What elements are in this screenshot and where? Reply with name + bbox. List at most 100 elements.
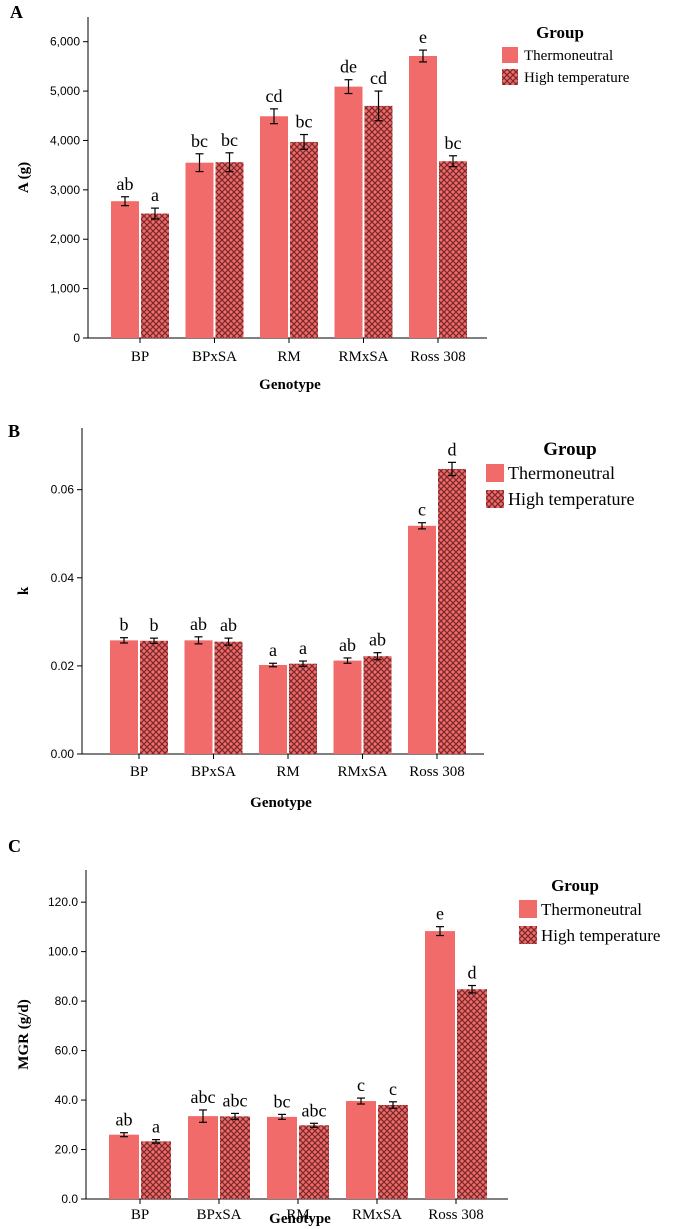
legend-swatch: [486, 490, 504, 508]
significance-label: ab: [190, 614, 207, 634]
legend-title: Group: [536, 23, 584, 42]
bar: [109, 1134, 139, 1199]
x-axis-label: Genotype: [250, 795, 312, 811]
bar: [184, 640, 213, 754]
y-tick-label: 4,000: [50, 133, 80, 147]
x-tick-label: BPxSA: [192, 349, 237, 365]
bar: [141, 213, 169, 338]
significance-label: a: [152, 1117, 160, 1137]
y-tick-label: 60.0: [55, 1044, 79, 1058]
panels: A 0 1,000 2,000 3,000 4,000 5,000 6,000 A (g) Gen…: [8, 2, 660, 1227]
x-tick-label: RMxSA: [337, 764, 387, 780]
significance-label: d: [448, 439, 457, 459]
bar: [185, 162, 214, 338]
legend-entry-label: High temperature: [508, 489, 634, 509]
legend-swatch: [519, 900, 537, 918]
significance-label: ab: [116, 1110, 133, 1130]
bar: [364, 105, 393, 339]
significance-label: b: [120, 615, 129, 635]
significance-label: c: [389, 1079, 397, 1099]
x-axis-label: Genotype: [259, 377, 321, 393]
legend-swatch: [502, 69, 518, 85]
legend-entry-label: High temperature: [524, 70, 630, 86]
chart-panel-c: C 0.0 20.0 40.0 60.0 80.0 100.0 120.0 MGR (g/d) G…: [8, 836, 660, 1227]
x-tick-label: Ross 308: [409, 764, 464, 780]
significance-label: d: [468, 963, 477, 983]
x-tick-label: BP: [131, 1207, 149, 1223]
significance-label: abc: [191, 1087, 216, 1107]
x-tick-label: BPxSA: [191, 764, 236, 780]
legend: Group Thermoneutral High temperature: [519, 876, 660, 945]
panel-label: B: [8, 421, 20, 441]
legend-entry-label: Thermoneutral: [541, 900, 642, 919]
y-tick-label: 40.0: [55, 1093, 79, 1107]
legend-entry-label: Thermoneutral: [508, 463, 615, 483]
legend-swatch: [502, 47, 518, 63]
x-tick-label: Ross 308: [428, 1207, 483, 1223]
bar: [378, 1105, 408, 1199]
bar: [439, 161, 467, 338]
significance-label: ab: [117, 174, 134, 194]
panel-label: C: [8, 836, 21, 856]
significance-label: abc: [223, 1090, 248, 1110]
bar: [260, 116, 288, 338]
significance-label: de: [340, 57, 357, 77]
bar: [425, 931, 455, 1199]
bar: [188, 1116, 218, 1199]
y-tick-label: 3,000: [50, 183, 80, 197]
significance-label: a: [299, 638, 307, 658]
x-tick-label: RM: [276, 764, 299, 780]
bar: [457, 989, 487, 1199]
bar: [111, 201, 139, 338]
y-tick-label: 20.0: [55, 1143, 79, 1157]
x-tick-label: Ross 308: [410, 349, 465, 365]
panel-label: A: [10, 2, 23, 22]
y-tick-label: 5,000: [50, 84, 80, 98]
y-axis-label: A (g): [16, 162, 32, 193]
significance-label: bc: [445, 133, 462, 153]
legend-swatch: [486, 464, 504, 482]
bar: [346, 1101, 376, 1199]
bar: [220, 1116, 250, 1199]
y-tick-label: 0.02: [51, 659, 75, 673]
legend-swatch: [519, 926, 537, 944]
significance-label: c: [418, 500, 426, 520]
bar: [438, 468, 466, 754]
significance-label: ab: [369, 630, 386, 650]
bar: [334, 86, 363, 338]
significance-label: ab: [220, 615, 237, 635]
legend: Group Thermoneutral High temperature: [502, 23, 630, 86]
bar: [214, 641, 243, 754]
bar: [140, 640, 168, 754]
significance-label: e: [419, 27, 427, 47]
significance-label: bc: [191, 131, 208, 151]
bar: [299, 1125, 329, 1199]
bar: [409, 56, 437, 338]
legend-title: Group: [543, 439, 597, 460]
y-tick-label: 120.0: [48, 895, 78, 909]
x-axis-label: Genotype: [269, 1211, 331, 1227]
y-tick-label: 0: [73, 331, 80, 345]
legend-entry-label: Thermoneutral: [524, 48, 613, 64]
y-tick-label: 80.0: [55, 994, 79, 1008]
bar: [408, 525, 436, 754]
significance-label: cd: [266, 86, 283, 106]
x-tick-label: BP: [130, 764, 148, 780]
significance-label: a: [269, 640, 277, 660]
y-axis-label: k: [16, 586, 32, 595]
bar: [290, 141, 318, 338]
bar: [363, 656, 392, 754]
significance-label: cd: [370, 68, 387, 88]
y-tick-label: 2,000: [50, 232, 80, 246]
significance-label: c: [357, 1075, 365, 1095]
significance-label: abc: [302, 1100, 327, 1120]
significance-label: b: [150, 615, 159, 635]
y-tick-label: 0.0: [61, 1192, 78, 1206]
bar: [259, 665, 287, 754]
x-tick-label: BP: [131, 349, 149, 365]
y-tick-label: 0.00: [51, 747, 75, 761]
x-tick-label: RMxSA: [352, 1207, 402, 1223]
significance-label: bc: [221, 130, 238, 150]
